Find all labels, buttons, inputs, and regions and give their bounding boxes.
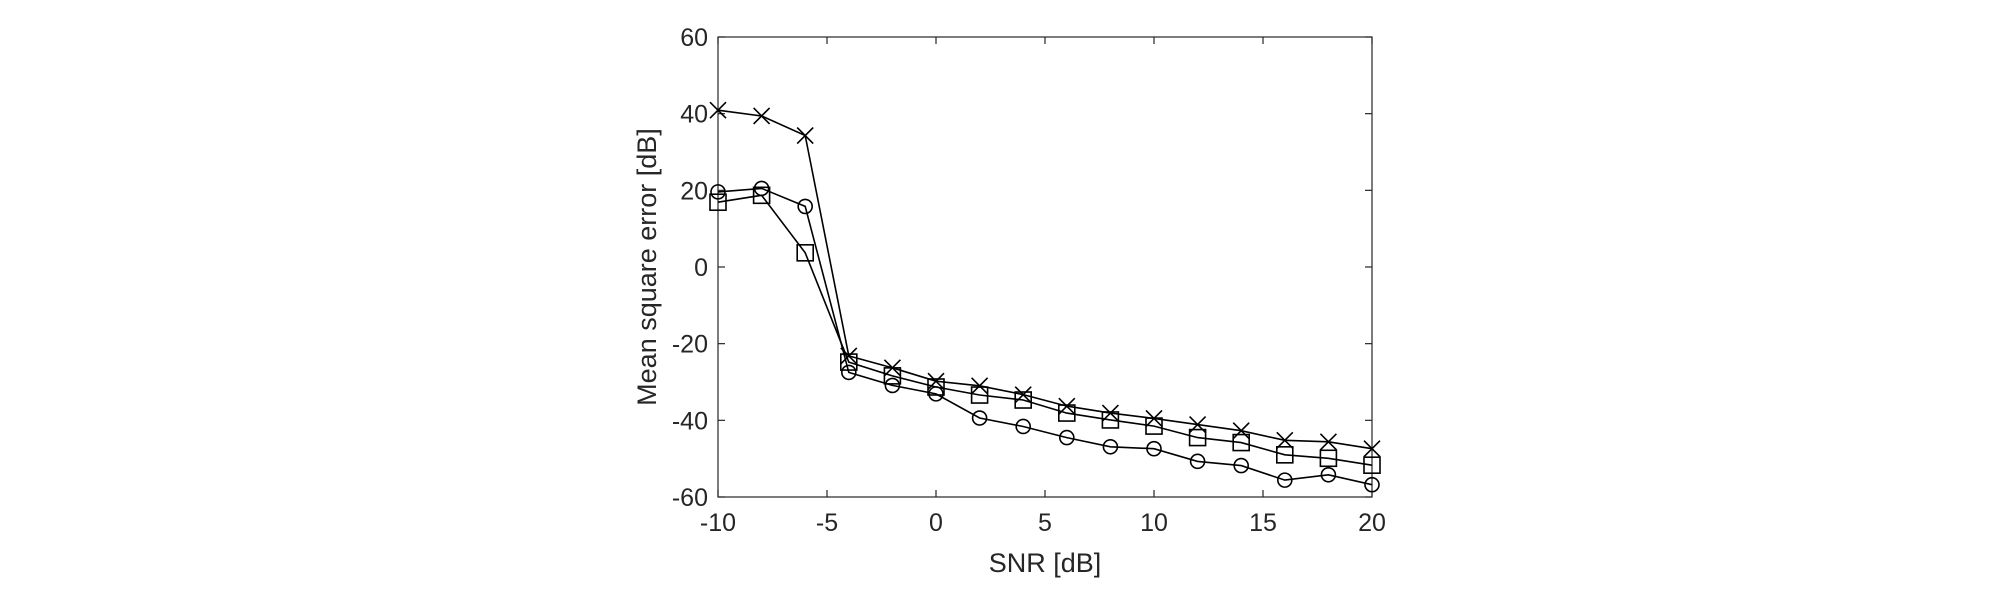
data-point-x-marker: [927, 372, 945, 390]
series-line: [717, 194, 1373, 466]
data-point-square-marker: [1276, 446, 1294, 464]
data-point-square-marker: [927, 378, 945, 396]
data-point-square-marker: [970, 386, 989, 404]
data-point-circle-marker: [1146, 440, 1162, 457]
series-square: [709, 186, 1381, 474]
data-point-circle-marker: [1102, 438, 1119, 455]
x-tick-label: -5: [816, 509, 838, 537]
data-point-circle-marker: [1364, 476, 1380, 493]
data-point-x-marker: [1363, 440, 1381, 458]
data-point-square-marker: [1232, 433, 1250, 452]
plot-frame: [717, 36, 1373, 498]
data-point-circle-marker: [840, 364, 857, 381]
data-point-square-marker: [1101, 411, 1120, 429]
data-point-x-marker: [753, 107, 771, 125]
y-tick-label: 60: [680, 24, 708, 52]
y-tick-label: -60: [672, 484, 708, 512]
data-point-circle-marker: [1277, 472, 1293, 488]
data-point-square-marker: [1363, 456, 1381, 474]
x-axis-label: SNR [dB]: [989, 548, 1102, 578]
data-point-circle-marker: [1059, 429, 1075, 446]
data-point-x-marker: [1232, 422, 1250, 440]
x-tick-label: 0: [929, 509, 943, 537]
y-tick-label: 0: [694, 254, 708, 282]
series-x: [709, 101, 1381, 458]
data-point-circle-marker: [710, 184, 726, 200]
data-point-square-marker: [1014, 391, 1033, 409]
data-point-x-marker: [971, 377, 989, 395]
x-tick-label: 20: [1358, 509, 1386, 537]
data-point-circle-marker: [797, 198, 814, 215]
data-point-x-marker: [709, 101, 727, 119]
y-tick-label: 40: [680, 101, 708, 129]
x-tick-label: 15: [1249, 509, 1277, 537]
data-point-circle-marker: [753, 180, 770, 197]
x-tick-label: -10: [700, 509, 736, 537]
data-point-square-marker: [709, 193, 727, 212]
series-line: [717, 187, 1373, 486]
series-circle: [710, 180, 1380, 493]
data-point-circle-marker: [884, 377, 901, 394]
data-point-x-marker: [1276, 431, 1294, 449]
data-point-circle-marker: [1015, 418, 1032, 435]
data-point-circle-marker: [971, 410, 988, 426]
data-point-square-marker: [752, 186, 771, 205]
data-point-square-marker: [883, 367, 902, 385]
data-point-square-marker: [1319, 449, 1338, 468]
data-point-circle-marker: [1189, 453, 1206, 470]
y-axis-label: Mean square error [dB]: [632, 128, 662, 406]
data-point-x-marker: [1319, 433, 1337, 451]
data-point-circle-marker: [1320, 466, 1337, 483]
data-point-square-marker: [796, 244, 815, 262]
y-tick-label: -20: [672, 331, 708, 359]
y-tick-label: 20: [680, 177, 708, 205]
x-tick-label: 10: [1140, 509, 1168, 537]
x-tick-label: 5: [1038, 509, 1052, 537]
data-point-circle-marker: [1233, 457, 1249, 474]
data-point-square-marker: [1188, 428, 1207, 447]
y-tick-label: -40: [672, 407, 708, 435]
data-point-square-marker: [1058, 404, 1076, 422]
series-line: [717, 109, 1373, 450]
data-point-square-marker: [1145, 417, 1163, 435]
data-point-circle-marker: [928, 386, 944, 402]
data-point-x-marker: [796, 126, 814, 145]
